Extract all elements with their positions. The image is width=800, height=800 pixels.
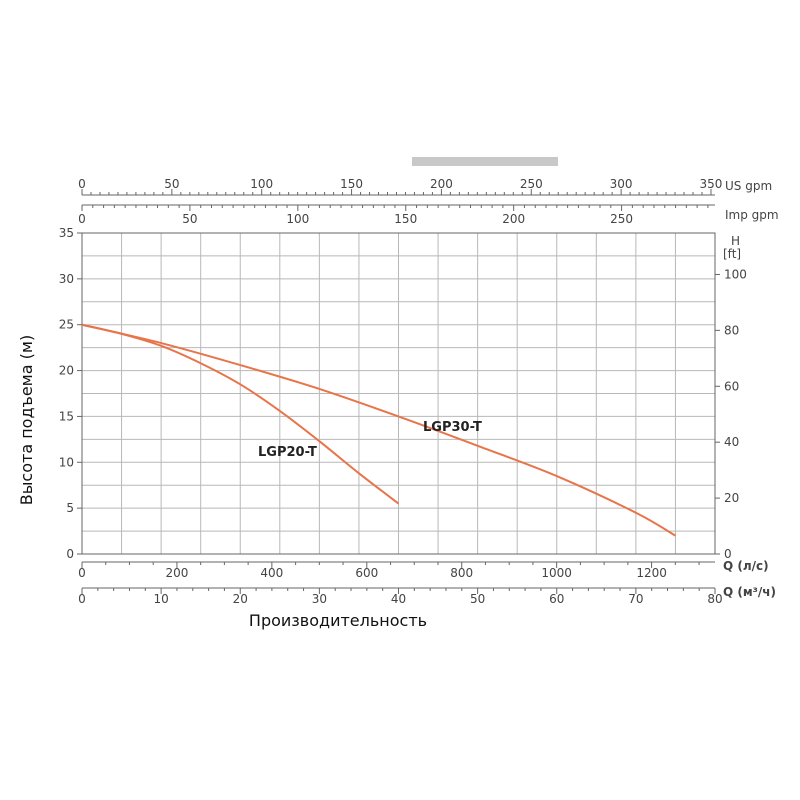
flow-tick-label: 350 [700,177,723,191]
ft-tick-label: 80 [724,323,739,337]
curve-label-lgp30: LGP30-T [423,420,482,435]
flow-tick-label: 50 [182,212,197,226]
flow-tick-label: 60 [549,592,564,606]
flow-tick-label: 30 [312,592,327,606]
flow-tick-label: 10 [153,592,168,606]
unit-us-gpm: US gpm [725,179,772,193]
flow-tick-label: 0 [78,592,86,606]
y-tick-label: 5 [66,501,74,515]
plot-frame [81,232,716,555]
flow-tick-label: 70 [628,592,643,606]
flow-tick-label: 600 [355,566,378,580]
ft-tick-label: 40 [724,435,739,449]
y-tick-label: 15 [59,409,74,423]
ft-tick-label: 0 [724,547,732,561]
flow-tick-label: 150 [340,177,363,191]
curve-label-lgp20: LGP20-T [258,445,317,460]
flow-tick-label: 100 [250,177,273,191]
flow-tick-label: 1000 [541,566,572,580]
ft-tick-label: 20 [724,491,739,505]
y-tick-label: 25 [59,318,74,332]
unit-q-m3h: Q (м³/ч) [723,585,776,599]
y-tick-label: 20 [59,364,74,378]
flow-tick-label: 20 [233,592,248,606]
flow-tick-label: 150 [394,212,417,226]
grid [82,233,715,554]
flow-tick-label: 80 [707,592,722,606]
ft-tick-label: 60 [724,379,739,393]
flow-tick-label: 200 [165,566,188,580]
ft-tick-label: 100 [724,267,747,281]
x-axis-title: Производительность [249,611,427,630]
flow-tick-label: 50 [470,592,485,606]
flow-tick-label: 250 [610,212,633,226]
flow-tick-label: 40 [391,592,406,606]
y-tick-label: 30 [59,272,74,286]
y-tick-label: 0 [66,547,74,561]
curves [81,323,676,537]
flow-tick-label: 200 [502,212,525,226]
flow-tick-label: 300 [610,177,633,191]
y-tick-label: 35 [59,226,74,240]
unit-h: H [731,234,740,248]
flow-tick-label: 1200 [636,566,667,580]
y-axis-title: Высота подъема (м) [17,335,36,505]
flow-tick-label: 800 [450,566,473,580]
scale-marker-bar [412,157,558,166]
y-tick-label: 10 [59,455,74,469]
flow-tick-label: 0 [78,177,86,191]
unit-q-ls: Q (л/с) [723,559,769,573]
unit-imp-gpm: Imp gpm [725,208,779,222]
flow-tick-label: 0 [78,566,86,580]
flow-tick-label: 200 [430,177,453,191]
flow-tick-label: 100 [286,212,309,226]
flow-tick-label: 0 [78,212,86,226]
unit-ft: [ft] [723,247,741,261]
flow-tick-label: 250 [520,177,543,191]
curve-lgp30-t [81,323,676,537]
flow-tick-label: 400 [260,566,283,580]
flow-tick-label: 50 [164,177,179,191]
